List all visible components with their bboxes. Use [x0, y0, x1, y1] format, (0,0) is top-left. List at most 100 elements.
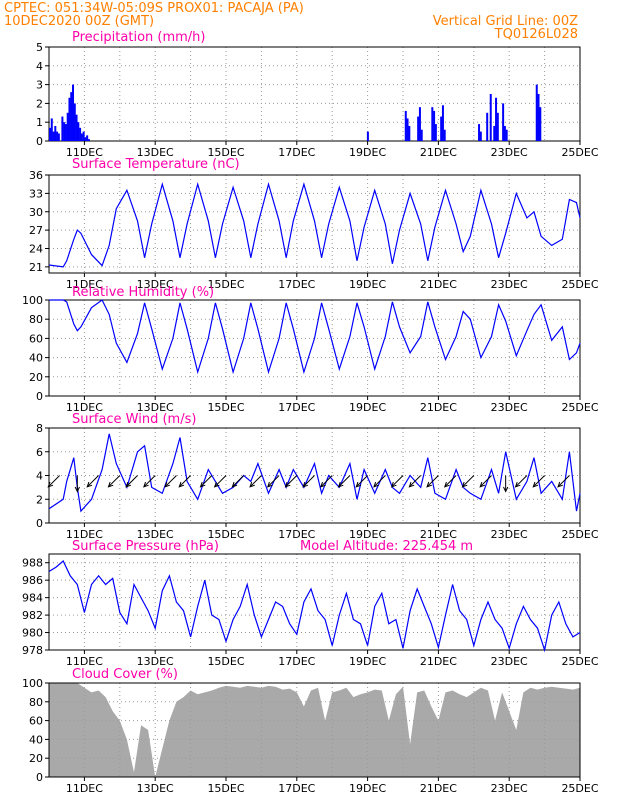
- precip-bar: [86, 135, 89, 141]
- precip-bar: [80, 133, 83, 141]
- panel-5: Surface Pressure (hPa) Model Altitude: 22…: [22, 539, 599, 668]
- wind-arrow-head: [47, 481, 54, 488]
- precip-bar: [49, 127, 51, 141]
- x-tick-label: 11DEC: [66, 528, 103, 541]
- wind-arrow: [178, 475, 191, 488]
- y-tick-label: 60: [29, 332, 43, 345]
- wind-arrow: [515, 475, 528, 488]
- x-tick-label: 11DEC: [66, 146, 103, 159]
- precip-bar: [77, 122, 80, 141]
- precip-bar: [443, 129, 446, 141]
- wind-arrow-head: [426, 481, 432, 488]
- y-tick-label: 40: [29, 352, 43, 365]
- x-tick-label: 13DEC: [137, 401, 174, 414]
- x-tick-label: 25DEC: [561, 528, 598, 541]
- header: CPTEC: 051:34W-05:09S PROX01: PACAJA (PA…: [4, 1, 578, 42]
- panel-frame: [48, 299, 581, 397]
- precip-bar: [495, 97, 498, 141]
- series-line: [48, 560, 581, 653]
- panel-subtitle: Model Altitude: 225.454 m: [300, 539, 473, 554]
- y-tick-label: 988: [22, 557, 43, 570]
- y-tick-label: 20: [29, 371, 43, 384]
- y-tick-label: 30: [29, 206, 43, 219]
- precip-bar: [431, 107, 434, 141]
- x-tick-label: 23DEC: [491, 655, 528, 668]
- x-tick-label: 23DEC: [491, 528, 528, 541]
- x-tick-label: 25DEC: [561, 655, 598, 668]
- wind-arrow-head: [107, 481, 114, 488]
- precip-bar: [486, 112, 489, 141]
- x-tick-label: 17DEC: [278, 278, 315, 291]
- y-tick-label: 984: [22, 592, 43, 605]
- wind-arrow: [557, 475, 570, 488]
- y-tick-label: 0: [36, 390, 43, 403]
- x-tick-label: 13DEC: [137, 528, 174, 541]
- precip-bar: [50, 118, 53, 141]
- wind-arrow-head: [557, 481, 563, 488]
- wind-arrow-head: [443, 481, 450, 488]
- x-tick-label: 11DEC: [66, 655, 103, 668]
- x-tick-label: 21DEC: [420, 401, 457, 414]
- wind-arrow-head: [125, 481, 132, 488]
- wind-arrow: [267, 475, 280, 488]
- x-tick-label: 13DEC: [137, 146, 174, 159]
- series-line: [48, 181, 581, 268]
- cloud-cover-area: [49, 683, 580, 777]
- chart-panels: Precipitation (mm/h) 0 1 2 3 4 5 11DEC 13DEC 15DE…: [22, 30, 599, 795]
- precip-bar: [84, 137, 87, 141]
- wind-arrow: [320, 475, 333, 488]
- wind-arrow: [214, 475, 227, 488]
- wind-arrow: [338, 475, 351, 488]
- precip-bar: [503, 125, 506, 141]
- wind-arrow: [143, 475, 156, 488]
- x-tick-label: 11DEC: [66, 401, 103, 414]
- x-tick-label: 15DEC: [207, 782, 244, 795]
- panel-6: Cloud Cover (%) 0 20 40 60 80 100 11DEC 13DEC 15D…: [22, 667, 599, 795]
- wind-arrow: [409, 475, 422, 488]
- panel-1: Precipitation (mm/h) 0 1 2 3 4 5 11DEC 13DEC 15DE…: [36, 30, 599, 159]
- precip-bar: [496, 112, 499, 141]
- y-tick-label: 4: [36, 470, 43, 483]
- x-tick-label: 19DEC: [349, 401, 386, 414]
- wind-arrow: [373, 475, 386, 488]
- panel-3: Relative Humidity (%) 0 20 40 60 80 100 11DEC 13…: [22, 285, 599, 414]
- precip-bar: [434, 124, 437, 141]
- x-tick-label: 15DEC: [207, 401, 244, 414]
- precip-bar: [72, 84, 75, 141]
- precip-bar: [73, 103, 76, 141]
- x-tick-label: 25DEC: [561, 146, 598, 159]
- precip-bar: [61, 116, 64, 141]
- wind-arrow-head: [164, 481, 171, 488]
- x-tick-label: 23DEC: [491, 401, 528, 414]
- panel-title: Precipitation (mm/h): [72, 30, 205, 45]
- wind-arrow: [164, 475, 177, 488]
- panel-title: Surface Wind (m/s): [72, 412, 196, 427]
- precip-bar: [75, 114, 78, 141]
- precip-bar: [408, 125, 411, 141]
- x-tick-label: 21DEC: [420, 146, 457, 159]
- series-line: [49, 299, 581, 375]
- y-tick-label: 20: [29, 752, 43, 765]
- panel-title: Surface Pressure (hPa): [72, 539, 219, 554]
- precip-bar: [493, 125, 496, 141]
- x-tick-label: 23DEC: [491, 278, 528, 291]
- precip-bar: [417, 116, 420, 141]
- precip-bar: [539, 107, 542, 141]
- x-tick-label: 21DEC: [420, 655, 457, 668]
- panel-frame: [48, 427, 581, 524]
- wind-arrow: [86, 475, 99, 488]
- y-tick-label: 100: [22, 294, 43, 307]
- y-tick-label: 80: [29, 696, 43, 709]
- wind-arrow: [355, 475, 368, 488]
- wind-arrow: [47, 475, 60, 488]
- wind-arrow: [249, 475, 262, 488]
- panel-frame: [48, 682, 581, 778]
- precip-bar: [489, 94, 492, 141]
- precip-bar: [535, 84, 538, 141]
- precip-bar: [433, 110, 436, 141]
- precip-bar: [505, 129, 508, 141]
- precip-bar: [57, 133, 60, 141]
- wind-arrow: [532, 475, 545, 488]
- x-tick-label: 23DEC: [491, 146, 528, 159]
- wind-arrow-head: [284, 481, 291, 488]
